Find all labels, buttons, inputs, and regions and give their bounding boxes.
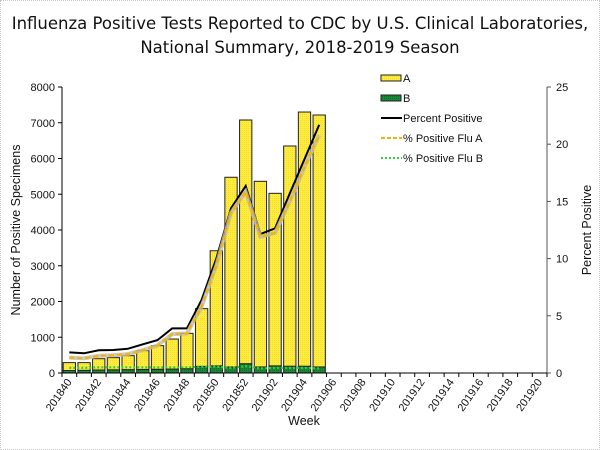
legend-item-percent-positive: Percent Positive — [381, 113, 482, 125]
x-tick-label: 201918 — [485, 377, 516, 414]
legend-label: % Positive Flu A — [403, 133, 483, 145]
x-tick-label: 201850 — [191, 377, 222, 414]
bar-A-201905 — [312, 114, 326, 368]
x-tick-label: 201846 — [132, 377, 163, 414]
legend-label: Percent Positive — [403, 113, 482, 125]
legend-swatch — [380, 74, 402, 82]
y-right-tick-label: 25 — [556, 82, 568, 94]
bar-A-201848 — [180, 332, 194, 370]
bar-A-201840 — [62, 362, 76, 371]
bar-A-201842 — [92, 358, 106, 371]
x-tick-label: 201912 — [397, 377, 428, 414]
bar-A-201844 — [121, 355, 135, 371]
x-tick-label: 201916 — [455, 377, 486, 414]
x-tick-label: 201914 — [426, 377, 457, 414]
y-right-tick-label: 5 — [556, 311, 562, 323]
y-right-tick-label: 20 — [556, 139, 568, 151]
chart-title-line2: National Summary, 2018-2019 Season — [140, 38, 460, 57]
line--positive-flu-b — [69, 364, 320, 370]
bar-A-201852 — [239, 119, 253, 365]
x-tick-label: 201920 — [514, 377, 545, 414]
bar-B-201847 — [165, 368, 179, 374]
legend-label: B — [403, 93, 410, 105]
legend-swatch — [380, 94, 402, 102]
y-axis-right-title: Percent Positive — [580, 185, 594, 275]
bar-B-201904 — [297, 365, 312, 374]
legend-label: % Positive Flu B — [403, 153, 483, 165]
y-right-tick-label: 15 — [556, 196, 568, 208]
bar-B-201902 — [268, 365, 282, 374]
y-left-tick-label: 0 — [49, 368, 55, 380]
x-tick-label: 201904 — [279, 377, 310, 414]
y-left-tick-label: 4000 — [31, 225, 55, 237]
x-tick-label: 201852 — [220, 377, 251, 414]
y-left-tick-label: 5000 — [31, 189, 55, 201]
x-axis-title: Week — [288, 414, 320, 428]
bar-B-201901 — [253, 366, 268, 374]
legend-item-b: B — [380, 93, 410, 105]
lines-group — [69, 124, 322, 370]
x-tick-label: 201848 — [161, 377, 192, 414]
x-tick-label: 201902 — [250, 377, 281, 414]
chart-title-line1: Influenza Positive Tests Reported to CDC… — [11, 14, 589, 33]
bars-group — [62, 111, 326, 374]
legend: AB Percent Positive % Positive Flu A % Posi… — [380, 73, 483, 165]
bar-A-201902 — [268, 192, 282, 367]
x-tick-label: 201844 — [103, 377, 134, 414]
line--positive-flu-a — [69, 134, 321, 360]
y-axis-left-title: Number of Positive Specimens — [9, 145, 23, 316]
bar-B-201848 — [180, 368, 194, 374]
legend-item-a: A — [380, 73, 411, 85]
x-tick-label: 201840 — [44, 377, 75, 414]
bar-A-201847 — [165, 338, 179, 370]
x-tick-label: 201910 — [367, 377, 398, 414]
y-left-tick-label: 7000 — [31, 118, 55, 130]
bar-A-201841 — [77, 362, 91, 371]
bar-B-201850 — [209, 365, 223, 374]
legend-item--positive-flu-b: % Positive Flu B — [381, 153, 483, 165]
bar-B-201846 — [150, 368, 165, 374]
y-right-tick-label: 0 — [556, 368, 562, 380]
y-left-tick-label: 2000 — [31, 297, 55, 309]
y-left-tick-label: 1000 — [31, 332, 55, 344]
y-right-tick-label: 10 — [556, 254, 568, 266]
legend-item--positive-flu-a: % Positive Flu A — [381, 133, 483, 145]
line-percent-positive — [69, 124, 321, 355]
bar-A-201846 — [150, 345, 165, 370]
bar-B-201844 — [121, 369, 135, 374]
y-left-tick-label: 6000 — [31, 154, 55, 166]
legend-label: A — [403, 73, 411, 85]
bar-A-201903 — [283, 145, 297, 367]
y-left-tick-label: 3000 — [31, 261, 55, 273]
x-tick-label: 201906 — [308, 377, 339, 414]
bar-A-201901 — [253, 180, 268, 368]
chart-title: Influenza Positive Tests Reported to CDC… — [0, 12, 600, 60]
x-tick-label: 201842 — [73, 377, 104, 414]
y-left-tick-label: 8000 — [31, 82, 55, 94]
bar-B-201845 — [136, 368, 150, 374]
x-tick-label: 201908 — [338, 377, 369, 414]
